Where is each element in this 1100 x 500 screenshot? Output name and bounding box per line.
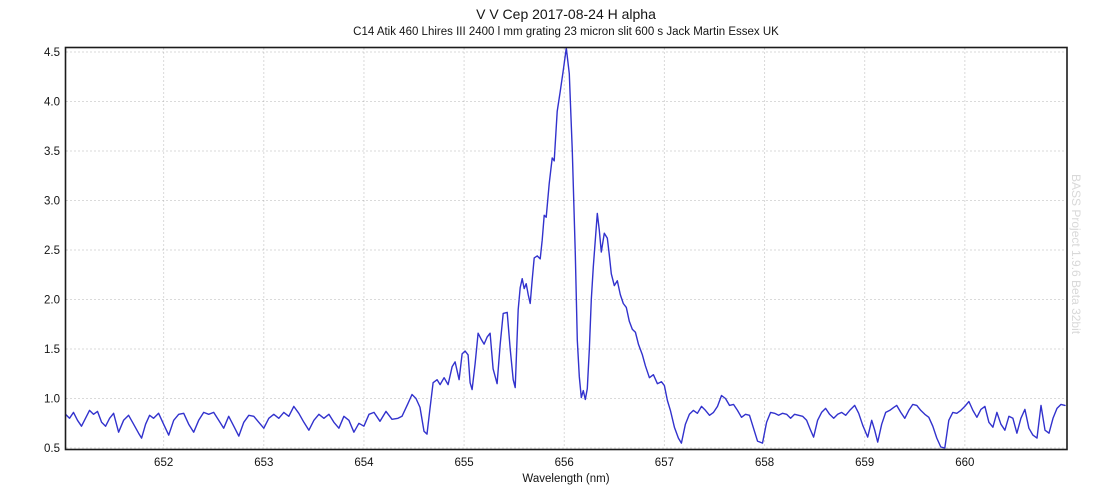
spectrum-line xyxy=(66,48,1066,449)
watermark-version-text: BASS Project 1.9.6 Beta 32bit xyxy=(1069,174,1083,335)
x-tick-label: 660 xyxy=(955,457,974,469)
x-axis-label: Wavelength (nm) xyxy=(522,473,610,485)
y-tick-label: 4.0 xyxy=(44,97,60,109)
x-tick-label: 653 xyxy=(254,457,273,469)
y-tick-label: 1.0 xyxy=(44,394,60,406)
x-tick-label: 652 xyxy=(154,457,173,469)
y-tick-label: 1.5 xyxy=(44,344,60,356)
x-tick-label: 656 xyxy=(555,457,574,469)
y-tick-label: 2.0 xyxy=(44,295,60,307)
plot-border xyxy=(64,46,1068,451)
x-tick-label: 655 xyxy=(455,457,474,469)
chart-title: V V Cep 2017-08-24 H alpha xyxy=(476,6,656,22)
y-tick-label: 3.5 xyxy=(44,146,60,158)
x-tick-label: 658 xyxy=(755,457,774,469)
x-tick-label: 654 xyxy=(354,457,374,469)
x-tick-label: 657 xyxy=(655,457,674,469)
y-tick-label: 0.5 xyxy=(44,443,60,455)
y-tick-label: 2.5 xyxy=(44,245,60,257)
chart-subtitle: C14 Atik 460 Lhires III 2400 l mm gratin… xyxy=(353,26,779,38)
x-tick-label: 659 xyxy=(855,457,874,469)
y-tick-label: 4.5 xyxy=(44,47,60,59)
y-tick-label: 3.0 xyxy=(44,196,60,208)
